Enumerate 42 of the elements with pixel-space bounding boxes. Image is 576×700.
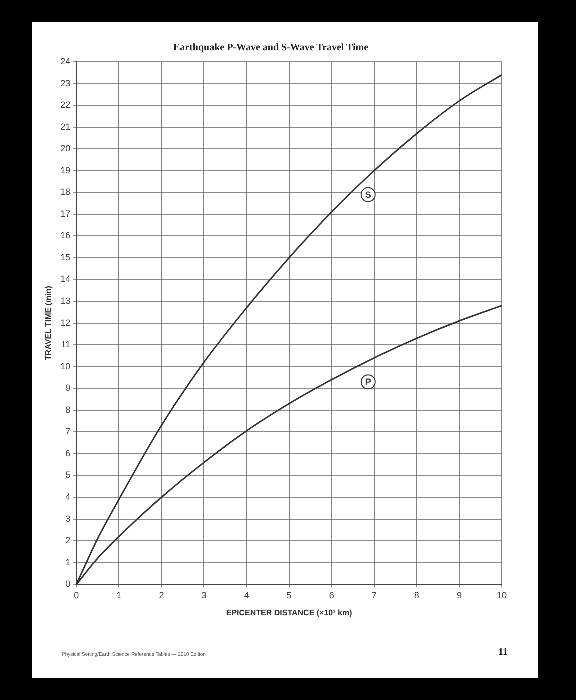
series-label: P: [365, 377, 372, 388]
x-tick-label: 1: [116, 590, 122, 600]
y-tick-label: 18: [60, 187, 71, 198]
x-tick-label: 9: [456, 590, 462, 600]
y-axis-title: TRAVEL TIME (min): [44, 286, 54, 360]
x-tick-label: 6: [329, 590, 334, 600]
y-tick-label: 22: [60, 100, 71, 110]
y-tick-label: 24: [60, 56, 71, 66]
y-tick-label: 23: [60, 78, 71, 88]
x-tick-label: 2: [159, 590, 164, 600]
y-tick-label: 6: [66, 448, 71, 458]
y-tick-label: 4: [66, 492, 71, 502]
y-tick-label: 17: [60, 208, 71, 219]
x-tick-label: 8: [414, 590, 420, 600]
x-tick-label: 4: [244, 590, 250, 600]
x-tick-label: 7: [372, 590, 377, 600]
x-tick-label: 10: [496, 590, 508, 600]
x-tick-label: 3: [202, 590, 207, 600]
y-tick-label: 5: [66, 470, 71, 480]
y-tick-label: 15: [60, 252, 71, 262]
text: 11: [498, 647, 508, 658]
y-tick-label: 13: [60, 296, 71, 306]
y-tick-label: 7: [66, 426, 71, 437]
y-tick-label: 0: [66, 579, 71, 590]
y-tick-label: 10: [60, 361, 71, 372]
series-label: S: [365, 190, 372, 200]
x-tick-label: 0: [74, 590, 80, 600]
y-tick-label: 20: [60, 144, 71, 154]
y-tick-label: 9: [66, 383, 71, 394]
y-tick-label: 1: [66, 557, 71, 568]
y-tick-label: 2: [66, 536, 71, 546]
x-tick-label: 5: [286, 590, 292, 600]
y-tick-label: 11: [61, 340, 71, 350]
y-tick-label: 21: [60, 122, 71, 132]
y-tick-label: 3: [66, 514, 71, 524]
chart-title: Earthquake P-Wave and S-Wave Travel Time: [173, 42, 370, 54]
y-tick-label: 14: [60, 274, 71, 284]
y-tick-label: 16: [60, 230, 71, 241]
x-axis-title: EPICENTER DISTANCE (×10³ km): [226, 608, 353, 618]
y-tick-label: 8: [66, 404, 71, 415]
y-tick-label: 19: [60, 165, 71, 176]
y-tick-label: 12: [60, 318, 71, 328]
